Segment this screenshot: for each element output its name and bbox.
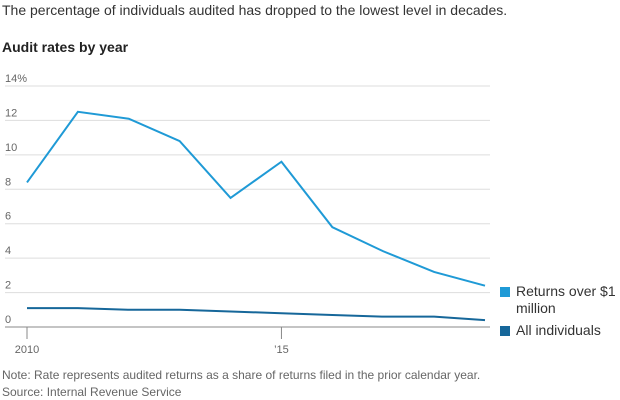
y-tick-label: 14% xyxy=(5,73,27,85)
line xyxy=(26,110,486,287)
legend-item: Returns over $1 million xyxy=(500,283,618,317)
y-tick-label: 8 xyxy=(5,176,11,188)
note: Note: Rate represents audited returns as… xyxy=(2,368,480,382)
y-tick-label: 4 xyxy=(5,245,11,257)
y-tick-label: 6 xyxy=(5,211,11,223)
legend-item: All individuals xyxy=(500,322,618,339)
legend-swatch xyxy=(500,326,510,336)
y-tick-label: 2 xyxy=(5,280,11,292)
y-tick-label: 12 xyxy=(5,107,17,119)
x-tick-label: 2010 xyxy=(15,344,39,356)
x-tick-label: ’15 xyxy=(274,344,289,356)
legend-label: Returns over $1 million xyxy=(516,283,616,316)
legend-label: All individuals xyxy=(516,322,601,338)
legend-swatch xyxy=(500,287,510,297)
line xyxy=(27,307,486,322)
y-tick-label: 10 xyxy=(5,142,17,154)
chart-title: Audit rates by year xyxy=(2,39,129,55)
source: Source: Internal Revenue Service xyxy=(2,385,182,399)
y-tick-label: 0 xyxy=(5,314,11,326)
subtitle: The percentage of individuals audited ha… xyxy=(2,2,507,18)
